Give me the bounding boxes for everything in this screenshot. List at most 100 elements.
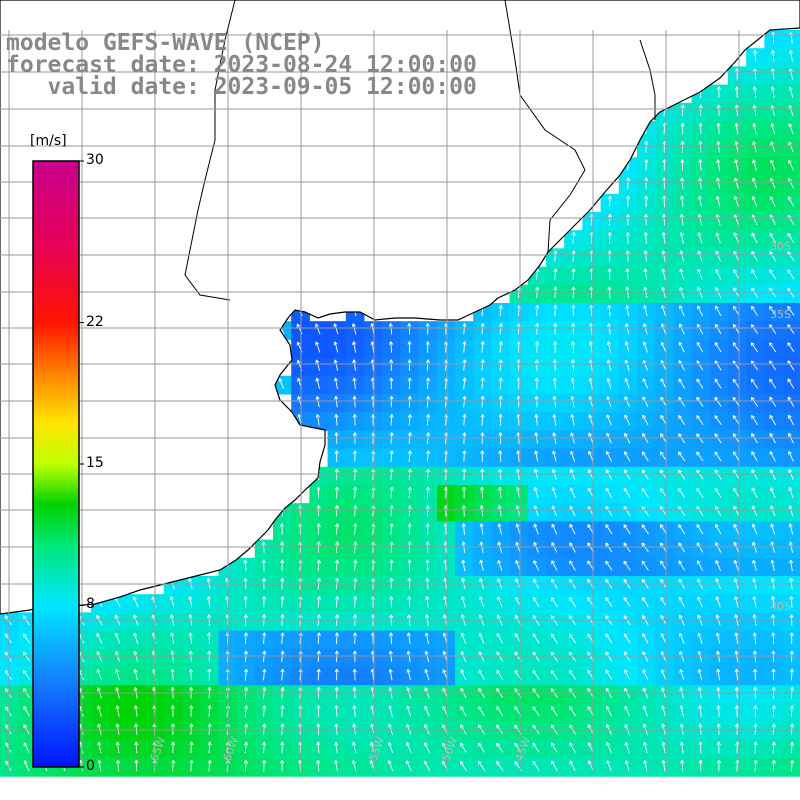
wind-arrow bbox=[533, 487, 539, 499]
wind-arrow bbox=[625, 250, 630, 262]
wind-arrow bbox=[770, 68, 775, 80]
wind-arrow bbox=[334, 523, 340, 535]
wind-arrow bbox=[553, 323, 558, 335]
wind-arrow bbox=[680, 177, 685, 189]
wind-arrow bbox=[498, 450, 503, 462]
wind-arrow bbox=[316, 559, 321, 572]
wind-arrow bbox=[480, 341, 485, 353]
wind-arrow bbox=[752, 122, 757, 135]
wind-arrow bbox=[698, 159, 703, 171]
wind-arrow bbox=[697, 213, 703, 226]
wind-arrow bbox=[769, 396, 777, 407]
wind-arrow bbox=[679, 232, 684, 244]
wind-arrow bbox=[751, 287, 758, 298]
wind-arrow bbox=[716, 122, 721, 135]
wind-arrow bbox=[605, 542, 613, 553]
wind-arrow bbox=[788, 86, 794, 98]
wind-cell bbox=[782, 212, 800, 231]
wind-arrow bbox=[462, 450, 467, 462]
wind-arrow bbox=[407, 450, 412, 462]
wind-arrow bbox=[750, 378, 759, 389]
wind-arrow bbox=[751, 232, 758, 244]
wind-arrow bbox=[315, 377, 320, 390]
wind-cell bbox=[782, 339, 800, 359]
wind-arrow bbox=[353, 523, 358, 535]
wind-arrow bbox=[732, 378, 740, 389]
wind-arrow bbox=[715, 305, 722, 317]
wind-arrow bbox=[352, 359, 357, 371]
wind-arrow bbox=[733, 195, 739, 208]
wind-arrow bbox=[788, 141, 794, 153]
wind-arrow bbox=[280, 559, 285, 572]
wind-arrow bbox=[425, 377, 431, 390]
wind-cell bbox=[782, 248, 800, 268]
wind-arrow bbox=[607, 286, 612, 299]
wind-arrow bbox=[479, 505, 484, 517]
wind-arrow bbox=[605, 469, 613, 480]
wind-arrow bbox=[696, 487, 704, 498]
wind-arrow bbox=[535, 323, 540, 335]
wind-arrow bbox=[660, 341, 667, 353]
wind-arrow bbox=[426, 450, 431, 462]
wind-arrow bbox=[770, 104, 775, 117]
wind-arrow bbox=[643, 305, 648, 317]
wind-arrow bbox=[552, 450, 557, 462]
wind-cell bbox=[782, 157, 800, 177]
wind-arrow bbox=[714, 396, 722, 407]
wind-arrow bbox=[569, 487, 576, 499]
wind-arrow bbox=[389, 395, 394, 408]
wind-arrow bbox=[770, 141, 776, 153]
wind-arrow bbox=[661, 232, 666, 244]
wind-arrow bbox=[696, 505, 704, 517]
wind-arrow bbox=[750, 324, 759, 335]
wind-arrow bbox=[334, 486, 339, 499]
wind-arrow bbox=[769, 342, 777, 353]
wind-arrow bbox=[425, 359, 431, 371]
wind-arrow bbox=[571, 323, 576, 335]
wind-arrow bbox=[606, 341, 611, 353]
wind-arrow bbox=[751, 451, 758, 462]
wind-arrow bbox=[643, 286, 648, 299]
wind-arrow bbox=[751, 196, 758, 207]
colorbar bbox=[33, 161, 79, 767]
wind-arrow bbox=[788, 505, 794, 517]
wind-cell bbox=[782, 84, 800, 104]
wind-arrow bbox=[769, 451, 776, 462]
wind-arrow bbox=[462, 395, 467, 408]
wind-arrow bbox=[770, 50, 776, 62]
wind-arrow bbox=[641, 506, 649, 517]
wind-arrow bbox=[661, 305, 667, 317]
wind-arrow bbox=[714, 415, 722, 426]
wind-arrow bbox=[696, 378, 704, 389]
wind-arrow bbox=[607, 195, 613, 208]
wind-arrow bbox=[316, 486, 321, 499]
wind-arrow bbox=[787, 342, 795, 353]
colorbar-tick-label: 15 bbox=[86, 455, 104, 471]
wind-arrow bbox=[787, 178, 795, 189]
wind-arrow bbox=[696, 469, 704, 480]
wind-arrow bbox=[334, 505, 340, 517]
wind-arrow bbox=[679, 250, 684, 262]
wind-arrow bbox=[697, 195, 702, 208]
wind-arrow bbox=[480, 359, 485, 371]
wind-cell bbox=[782, 394, 800, 413]
wind-cell bbox=[782, 266, 800, 286]
wind-arrow bbox=[643, 268, 648, 280]
wind-arrow bbox=[389, 450, 394, 462]
wind-arrow bbox=[498, 395, 503, 408]
wind-arrow bbox=[770, 123, 776, 135]
wind-arrow bbox=[769, 305, 777, 316]
wind-arrow bbox=[389, 468, 394, 481]
wind-arrow bbox=[732, 451, 740, 462]
wind-arrow bbox=[533, 505, 539, 517]
wind-arrow bbox=[624, 359, 630, 371]
colorbar-tick-label: 8 bbox=[86, 596, 95, 613]
wind-arrow bbox=[641, 542, 649, 553]
wind-arrow bbox=[787, 414, 795, 426]
wind-arrow bbox=[461, 523, 466, 535]
wind-arrow bbox=[588, 450, 594, 462]
wind-cell bbox=[782, 303, 800, 322]
wind-arrow bbox=[751, 177, 758, 189]
wind-arrow bbox=[515, 486, 520, 499]
wind-arrow bbox=[698, 177, 703, 189]
